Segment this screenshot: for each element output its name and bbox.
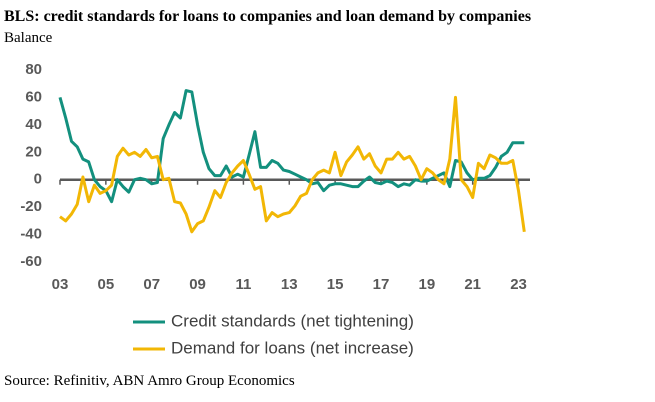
- chart-title: BLS: credit standards for loans to compa…: [4, 8, 531, 25]
- x-tick-label: 11: [235, 276, 251, 293]
- x-tick-label: 07: [143, 276, 160, 293]
- y-tick-label: 40: [25, 116, 42, 133]
- x-tick-label: 13: [281, 276, 298, 293]
- x-tick-label: 05: [98, 276, 115, 293]
- y-tick-label: 0: [34, 171, 42, 188]
- x-tick-label: 15: [327, 276, 344, 293]
- y-tick-label: 60: [25, 88, 42, 105]
- y-tick-label: 80: [25, 61, 42, 78]
- x-tick-label: 21: [464, 276, 481, 293]
- legend-label: Credit standards (net tightening): [171, 311, 414, 330]
- source-note: Source: Refinitiv, ABN Amro Group Econom…: [4, 373, 295, 389]
- series-line: [58, 89, 525, 204]
- x-tick-label: 03: [52, 276, 69, 293]
- x-tick-label: 09: [189, 276, 206, 293]
- chart-subtitle: Balance: [4, 30, 53, 46]
- x-tick-label: 23: [510, 276, 527, 293]
- series-line: [59, 95, 526, 234]
- y-tick-label: -40: [20, 226, 42, 243]
- y-tick-label: 20: [25, 143, 42, 160]
- legend-label: Demand for loans (net increase): [171, 338, 414, 357]
- x-tick-label: 19: [418, 276, 435, 293]
- y-tick-label: -60: [20, 253, 42, 270]
- y-tick-label: -20: [20, 198, 42, 215]
- x-tick-label: 17: [373, 276, 390, 293]
